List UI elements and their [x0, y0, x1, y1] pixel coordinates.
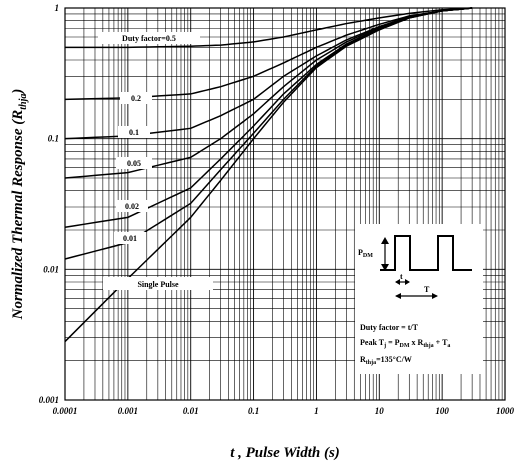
y-tick-label: 0.01 — [43, 264, 59, 274]
t-arrow-heads — [395, 279, 410, 285]
curve-labels: Duty factor=0.5 0.2 0.1 0.05 0.02 0.01 Single … — [98, 32, 213, 290]
x-tick-label: 0.0001 — [53, 406, 78, 416]
x-axis-title: t , Pulse Width (s) — [230, 445, 340, 461]
inset-box — [355, 224, 483, 374]
series-line-0 — [65, 7, 473, 49]
series-label-text: 0.02 — [125, 202, 139, 211]
y-tick-labels: 0.001 0.01 0.1 1 — [39, 3, 59, 405]
x-tick-label: 0.01 — [183, 406, 199, 416]
y-tick-label: 0.001 — [39, 395, 59, 405]
series-label-6: Single Pulse — [103, 277, 213, 290]
series-line-6 — [64, 7, 473, 343]
series-label-text: 0.01 — [123, 234, 137, 243]
series-label-text: 0.05 — [127, 159, 141, 168]
T-label: T — [424, 285, 430, 294]
x-tick-label: 0.1 — [248, 406, 259, 416]
x-tick-label: 1000 — [496, 406, 514, 416]
inset-diagram: PDM t T Duty factor = t/T Peak Tj = PDM … — [355, 224, 483, 374]
series-line-2 — [64, 7, 473, 140]
plot-frame — [64, 7, 506, 401]
peak-tj-equation: Peak Tj = PDM x Rthja + Ta — [360, 338, 450, 349]
y-axis-title: Normalized Thermal Response (Rthja) — [10, 89, 29, 321]
series-label-text: 0.1 — [129, 128, 139, 137]
series-line-1 — [64, 7, 473, 101]
x-tick-label: 1 — [314, 406, 319, 416]
series-label-bg — [98, 32, 200, 44]
series-label-4: 0.02 — [116, 200, 148, 212]
series-label-1: 0.2 — [120, 92, 152, 104]
series-label-text: Duty factor=0.5 — [122, 34, 176, 43]
pdm-arrow-heads — [381, 237, 389, 271]
series-label-text: Single Pulse — [137, 280, 179, 289]
series-label-0: Duty factor=0.5 — [98, 32, 200, 44]
x-tick-label: 10 — [375, 406, 385, 416]
series-label-bg — [116, 157, 152, 169]
series-label-bg — [118, 126, 150, 138]
x-tick-labels: 0.0001 0.001 0.01 0.1 1 10 100 1000 — [53, 406, 514, 416]
grid — [64, 8, 505, 401]
series-label-3: 0.05 — [116, 157, 152, 169]
x-tick-label: 100 — [435, 406, 449, 416]
series-label-bg — [103, 277, 213, 290]
x-tick-label: 0.001 — [118, 406, 138, 416]
series-label-bg — [116, 200, 148, 212]
series-label-2: 0.1 — [118, 126, 150, 138]
curves — [64, 7, 473, 343]
rthja-value: Rthja=135°C/W — [360, 355, 412, 366]
pulse-waveform — [380, 235, 472, 271]
t-label: t — [400, 272, 403, 281]
series-label-text: 0.2 — [131, 94, 141, 103]
duty-factor-equation: Duty factor = t/T — [360, 323, 419, 332]
series-label-5: 0.01 — [114, 232, 146, 244]
y-tick-label: 1 — [55, 3, 60, 13]
series-label-bg — [114, 232, 146, 244]
series-label-bg — [120, 92, 152, 104]
pdm-label: PDM — [358, 248, 373, 259]
y-tick-label: 0.1 — [48, 134, 59, 144]
